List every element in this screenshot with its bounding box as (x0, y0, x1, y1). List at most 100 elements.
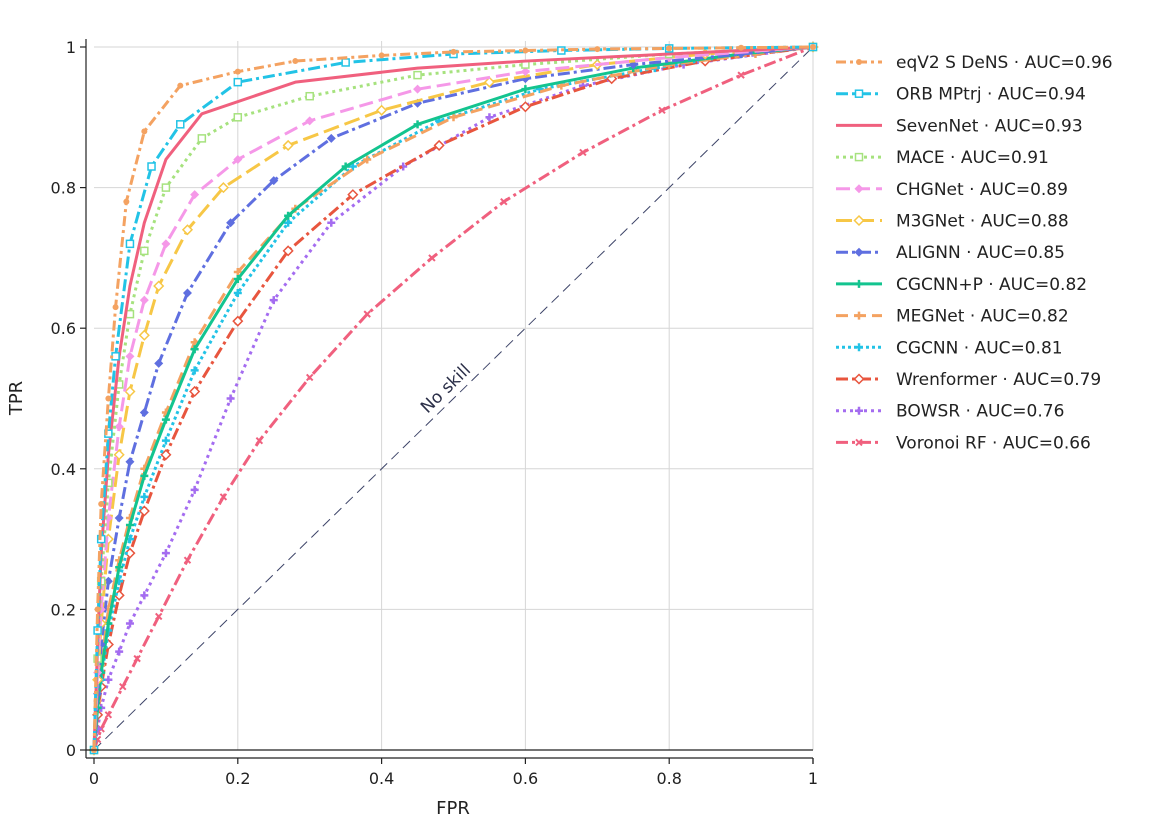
data-point (282, 245, 294, 257)
legend-label: ORB MPtrj · AUC=0.94 (896, 85, 1086, 105)
data-point (428, 254, 436, 262)
data-point (233, 113, 243, 122)
x-ticks: 0 0.2 0.4 0.6 0.8 1 (89, 758, 818, 788)
data-point (183, 556, 192, 564)
y-tick-label: 0 (66, 741, 76, 760)
data-point (305, 373, 314, 382)
x-tick-label: 0.2 (225, 769, 250, 788)
data-point (500, 197, 508, 206)
legend-item: Wrenformer · AUC=0.79 (836, 370, 1101, 390)
data-point (433, 139, 445, 151)
data-point (155, 612, 163, 621)
series-lines (88, 41, 819, 756)
data-point (284, 211, 293, 220)
data-point (154, 358, 164, 368)
data-point (579, 148, 587, 157)
data-point (161, 436, 170, 445)
data-point (103, 513, 113, 523)
data-point (658, 106, 666, 114)
data-point (115, 563, 124, 572)
data-point (234, 68, 241, 75)
legend-item: MEGNet · AUC=0.82 (836, 307, 1069, 327)
data-point (125, 351, 135, 361)
legend-label: CHGNet · AUC=0.89 (896, 180, 1068, 200)
data-point (138, 329, 150, 341)
data-point (161, 183, 171, 192)
legend: eqV2 S DeNS · AUC=0.96 ORB MPtrj · AUC=0.… (836, 53, 1113, 453)
y-tick-label: 0.8 (51, 179, 76, 198)
data-point (176, 120, 185, 129)
data-point (855, 311, 863, 320)
data-point (363, 155, 372, 164)
data-point (522, 47, 529, 54)
y-tick-label: 0.2 (51, 600, 76, 619)
data-point (292, 58, 299, 65)
legend-item: CGCNN · AUC=0.81 (836, 338, 1063, 358)
data-point (855, 279, 863, 288)
data-point (181, 224, 194, 236)
data-point (125, 521, 134, 530)
data-point (233, 267, 242, 276)
legend-item: CHGNet · AUC=0.89 (836, 180, 1068, 200)
series-line (92, 45, 814, 751)
data-point (855, 438, 863, 447)
data-point (305, 116, 315, 126)
data-point (594, 46, 601, 53)
legend-label: ALIGNN · AUC=0.85 (896, 243, 1065, 263)
data-point (161, 239, 171, 249)
legend-item: Voronoi RF · AUC=0.66 (836, 433, 1091, 453)
data-point (124, 547, 136, 559)
y-tick-label: 0.6 (51, 319, 76, 338)
data-point (363, 310, 371, 318)
data-point (125, 239, 135, 249)
legend-item: CGCNN+P · AUC=0.82 (836, 275, 1087, 295)
legend-label: Wrenformer · AUC=0.79 (896, 370, 1101, 390)
data-point (854, 184, 864, 194)
x-axis-title: FPR (436, 798, 470, 819)
data-point (104, 675, 113, 684)
data-point (226, 218, 236, 228)
data-point (123, 198, 130, 205)
data-point (226, 394, 235, 403)
data-point (341, 162, 350, 171)
data-point (139, 295, 149, 305)
legend-item: BOWSR · AUC=0.76 (836, 402, 1064, 422)
data-point (104, 711, 113, 719)
data-point (233, 154, 243, 164)
data-point (125, 457, 135, 467)
data-point (233, 274, 242, 283)
data-point (413, 70, 422, 80)
data-point (326, 133, 336, 143)
legend-label: CGCNN+P · AUC=0.82 (896, 275, 1087, 295)
data-point (160, 449, 172, 461)
x-tick-label: 0 (89, 769, 99, 788)
y-tick-label: 1 (66, 38, 76, 57)
data-point (190, 345, 199, 354)
data-point (854, 152, 864, 162)
data-point (255, 436, 264, 445)
legend-label: SevenNet · AUC=0.93 (896, 116, 1083, 136)
legend-label: BOWSR · AUC=0.76 (896, 402, 1064, 422)
data-point (854, 247, 864, 257)
data-point (855, 406, 863, 415)
data-point (197, 134, 207, 143)
data-point (853, 373, 865, 385)
data-point (217, 182, 229, 194)
data-point (483, 76, 496, 88)
data-point (115, 647, 124, 656)
x-tick-label: 0.4 (369, 769, 394, 788)
data-point (737, 71, 745, 79)
legend-label: Voronoi RF · AUC=0.66 (896, 433, 1091, 453)
data-point (140, 246, 149, 256)
data-point (521, 85, 530, 94)
data-point (233, 289, 242, 298)
data-point (114, 422, 124, 432)
data-point (133, 654, 141, 663)
series-eqv2-s-dens (91, 44, 816, 753)
data-point (190, 190, 200, 200)
data-point (219, 493, 228, 501)
data-point (520, 67, 530, 77)
data-point (114, 513, 124, 523)
data-point (284, 218, 293, 227)
data-point (105, 395, 112, 402)
